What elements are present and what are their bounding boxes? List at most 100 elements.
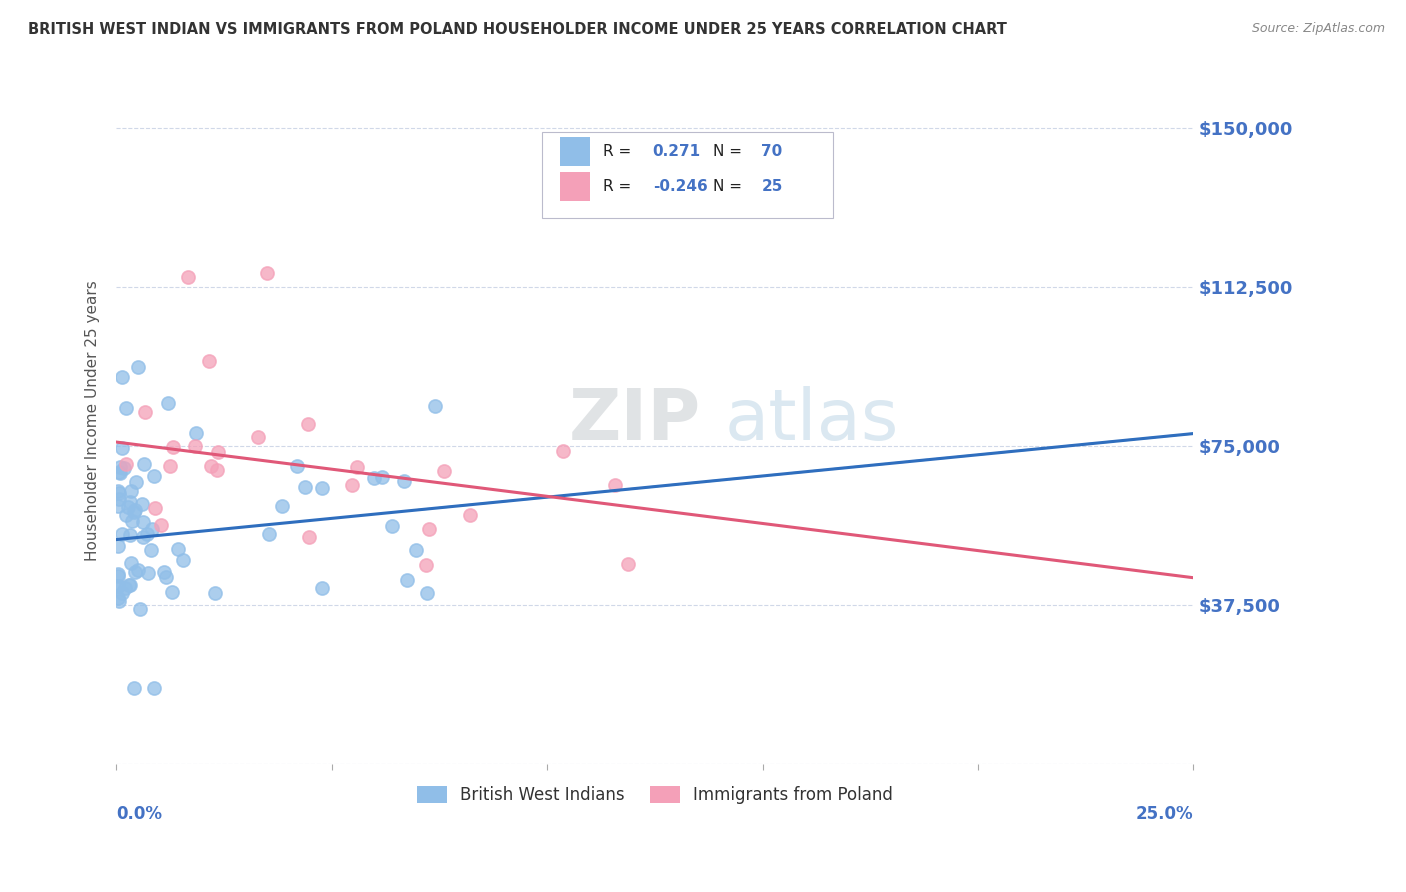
Point (120, 557, 142, 571)
Point (125, 475, 148, 490)
Point (346, 459, 368, 474)
Point (363, 470, 385, 484)
Text: 0.271: 0.271 (652, 144, 700, 159)
Text: atlas: atlas (725, 386, 900, 455)
Point (124, 566, 146, 580)
Point (177, 269, 200, 284)
Point (124, 503, 146, 517)
Point (134, 405, 156, 419)
Text: 25.0%: 25.0% (1136, 805, 1194, 823)
Point (605, 478, 627, 492)
Point (139, 542, 162, 557)
Point (207, 463, 229, 477)
Point (128, 602, 150, 616)
Point (136, 566, 159, 581)
Point (270, 499, 292, 513)
Point (371, 470, 394, 484)
Point (198, 354, 221, 368)
Point (155, 570, 177, 584)
Text: ZIP: ZIP (568, 386, 702, 455)
Point (184, 425, 207, 440)
Point (415, 585, 437, 599)
Legend: British West Indians, Immigrants from Poland: British West Indians, Immigrants from Po… (411, 780, 900, 811)
Point (143, 469, 166, 483)
Text: -0.246: -0.246 (652, 178, 707, 194)
Point (423, 399, 446, 413)
Point (124, 681, 146, 695)
Point (257, 526, 280, 541)
Point (141, 522, 163, 536)
Point (108, 460, 131, 475)
Point (405, 543, 427, 558)
Point (107, 591, 129, 605)
Point (118, 528, 141, 542)
Point (381, 518, 404, 533)
FancyBboxPatch shape (541, 132, 832, 219)
Point (115, 401, 138, 415)
Point (111, 527, 134, 541)
Point (120, 483, 142, 498)
Point (122, 505, 145, 519)
Text: 70: 70 (762, 144, 783, 159)
Point (342, 477, 364, 491)
Point (162, 440, 184, 454)
Point (152, 565, 174, 579)
Bar (560, 137, 591, 166)
Point (145, 500, 167, 515)
Point (149, 517, 172, 532)
Point (311, 481, 333, 495)
Point (114, 508, 136, 523)
Text: Source: ZipAtlas.com: Source: ZipAtlas.com (1251, 22, 1385, 36)
Point (131, 497, 153, 511)
Point (127, 562, 149, 576)
Point (294, 480, 316, 494)
Bar (560, 172, 591, 201)
Point (108, 594, 131, 608)
Point (298, 530, 321, 544)
Point (415, 558, 437, 572)
Point (108, 466, 131, 480)
Point (207, 445, 229, 459)
Point (111, 370, 134, 384)
Text: BRITISH WEST INDIAN VS IMMIGRANTS FROM POLAND HOUSEHOLDER INCOME UNDER 25 YEARS : BRITISH WEST INDIAN VS IMMIGRANTS FROM P… (28, 22, 1007, 37)
Point (111, 586, 134, 600)
Text: R =: R = (603, 178, 637, 194)
Point (172, 552, 194, 566)
Point (107, 568, 129, 582)
Point (433, 464, 456, 478)
Text: N =: N = (713, 144, 747, 159)
Point (132, 530, 155, 544)
Point (127, 359, 149, 374)
Point (204, 586, 226, 600)
Point (107, 484, 129, 499)
Point (184, 439, 207, 453)
Point (107, 465, 129, 479)
Point (156, 396, 179, 410)
Text: 0.0%: 0.0% (117, 805, 162, 823)
Text: 25: 25 (762, 178, 783, 194)
Point (114, 582, 136, 596)
Point (160, 585, 183, 599)
Point (287, 459, 309, 474)
Point (200, 458, 222, 473)
Text: N =: N = (713, 178, 747, 194)
Point (392, 475, 415, 489)
Point (136, 526, 159, 541)
Point (311, 582, 333, 596)
Point (115, 458, 138, 472)
Point (143, 681, 166, 695)
Point (118, 578, 141, 592)
Point (120, 578, 142, 592)
Point (112, 461, 135, 475)
Point (107, 500, 129, 514)
Point (120, 495, 142, 509)
Point (256, 266, 278, 280)
Point (458, 508, 481, 522)
Point (108, 486, 131, 500)
Point (395, 573, 418, 587)
Point (247, 430, 270, 444)
Point (107, 567, 129, 582)
Point (107, 579, 129, 593)
Point (132, 457, 155, 471)
Point (553, 444, 575, 458)
